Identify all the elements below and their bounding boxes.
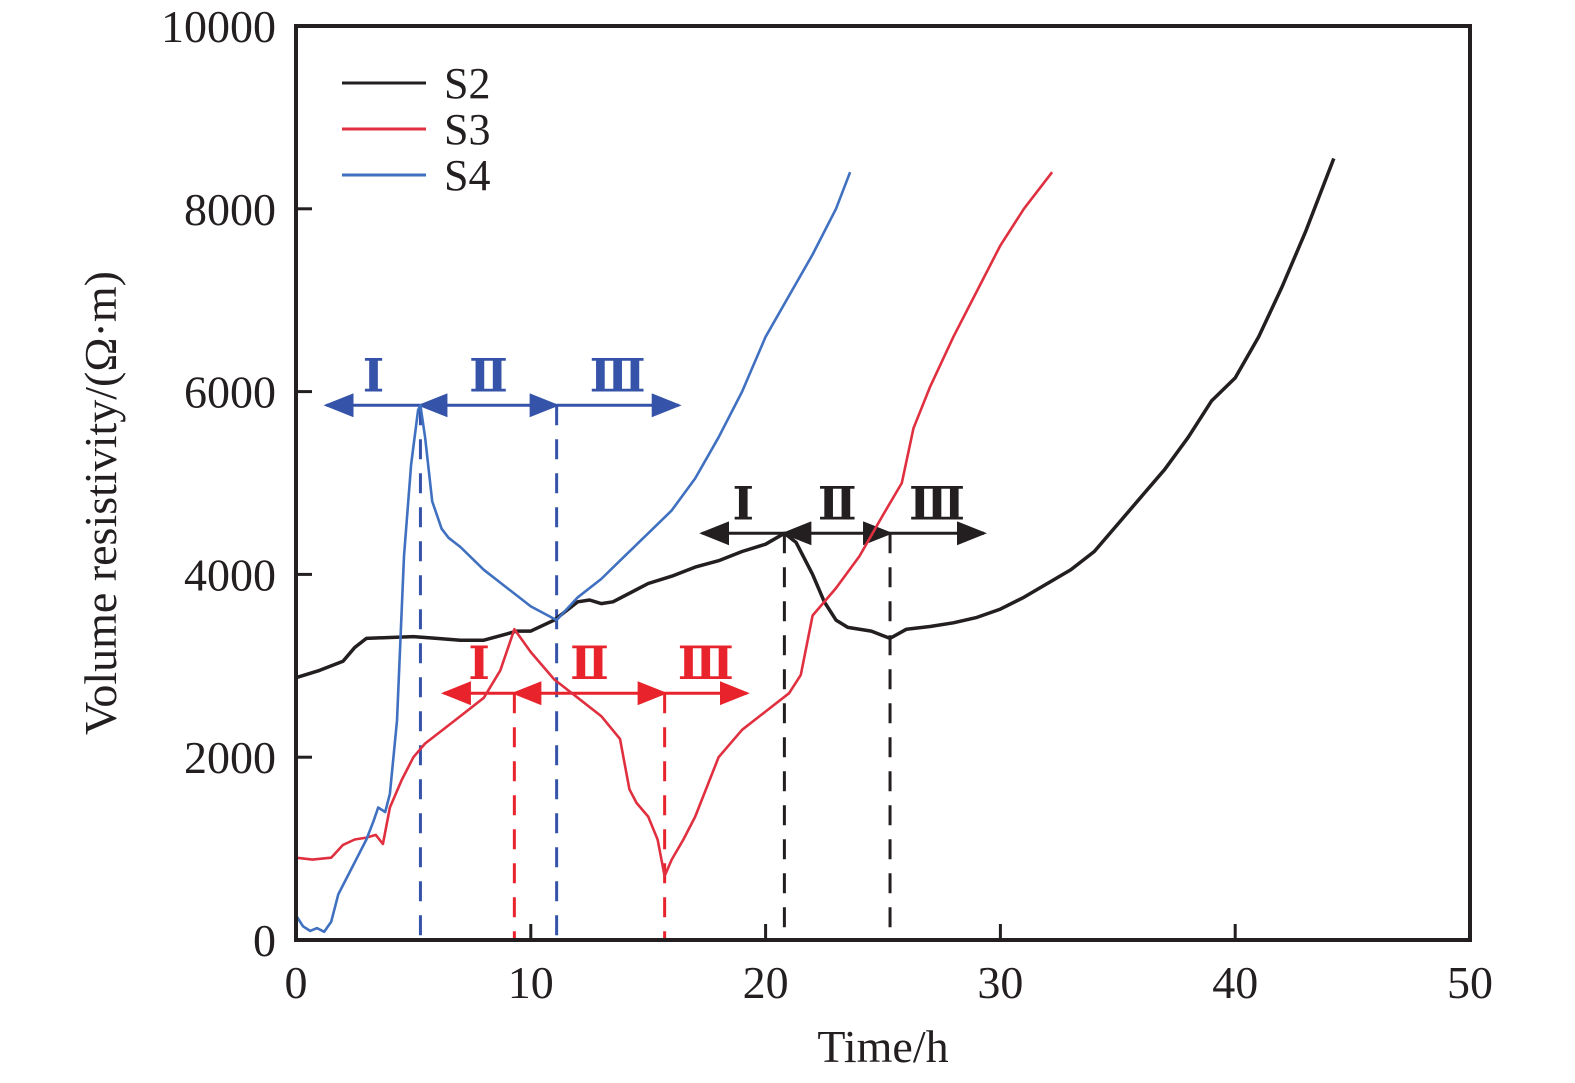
stage-label: Ⅲ: [590, 350, 646, 401]
legend-label-s4: S4: [444, 151, 490, 200]
x-tick-label: 30: [977, 957, 1023, 1008]
x-tick-label: 20: [743, 957, 789, 1008]
stage-annotation-s4: Ⅰ Ⅱ Ⅲ: [323, 350, 682, 940]
series-lines: [294, 157, 1336, 934]
y-tick-label: 8000: [184, 184, 276, 235]
series-line-s2: [295, 157, 1336, 680]
x-axis-title: Time/h: [817, 1021, 948, 1072]
stage-label: Ⅱ: [570, 638, 609, 689]
x-tick-label: 40: [1212, 957, 1258, 1008]
y-tick-label: 6000: [184, 367, 276, 418]
series-line-s4: [294, 171, 852, 934]
x-tick-label: 50: [1447, 957, 1493, 1008]
stage-annotation-s2: Ⅰ Ⅱ Ⅲ: [699, 478, 987, 940]
y-axis-title: Volume resistivity/(Ω·m): [75, 271, 126, 735]
y-tick-label: 4000: [184, 549, 276, 600]
stage-label: Ⅱ: [818, 478, 857, 529]
stage-label: Ⅰ: [468, 638, 490, 689]
legend-label-s2: S2: [444, 59, 490, 108]
stage-label: Ⅰ: [733, 478, 755, 529]
stage-label: Ⅲ: [678, 638, 734, 689]
stage-label: Ⅲ: [909, 478, 965, 529]
stage-label: Ⅱ: [469, 350, 508, 401]
stage-label: Ⅰ: [363, 350, 385, 401]
y-tick-label: 10000: [161, 1, 276, 52]
stage-annotations: Ⅰ Ⅱ Ⅲ Ⅰ Ⅱ Ⅲ Ⅰ Ⅱ Ⅲ: [323, 350, 987, 940]
stage-annotation-s3: Ⅰ Ⅱ Ⅲ: [440, 638, 750, 940]
plot-frame: [294, 24, 1472, 942]
y-tick-label: 0: [253, 915, 276, 966]
axis-ticks: 0 10 20 30 40 50 0 2000 4000 6000 8000 10000: [161, 1, 1493, 1008]
y-tick-label: 2000: [184, 732, 276, 783]
series-line-s3: [295, 171, 1054, 878]
x-tick-label: 0: [285, 957, 308, 1008]
legend-label-s3: S3: [444, 105, 490, 154]
x-tick-label: 10: [508, 957, 554, 1008]
